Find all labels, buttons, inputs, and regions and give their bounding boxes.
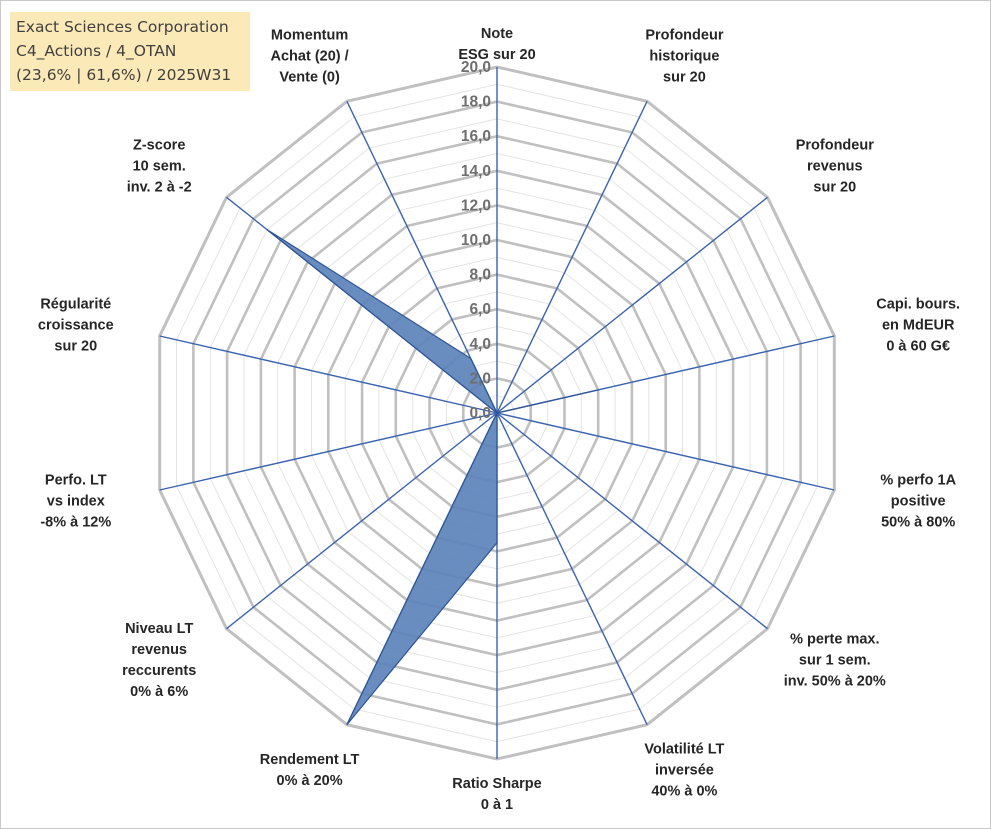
category-label-line: Rendement LT [260,752,360,768]
category-label: Momentum Achat (20) / Vente (0) [271,28,349,86]
radial-tick-label: 20,0 [461,59,491,76]
category-label-line: Achat (20) / [271,49,349,65]
series-area [266,229,599,726]
category-label-line: Note [481,26,513,42]
category-label: Ratio Sharpe 0 à 1 [452,776,541,813]
axis-spoke [496,412,768,630]
category-labels: Note ESG sur 20 Profondeur historique sur 20… [38,26,960,813]
axis-spoke [159,412,498,491]
category-label-line: sur 20 [663,70,706,86]
category-label: Z-score 10 sem. inv. 2 à -2 [127,138,192,196]
category-label-line: Volatilité LT [644,741,724,757]
category-label-line: Perfo. LT [45,473,107,489]
category-label-line: sur 20 [813,180,856,196]
axis-spoke [226,412,498,630]
category-label-line: Vente (0) [279,70,340,86]
radial-tick-label: 14,0 [461,163,491,180]
category-label-line: croissance [38,317,114,333]
category-label-line: Niveau LT [125,621,193,637]
axis-spoke [496,412,648,726]
category-label-line: Z-score [133,138,185,154]
category-label-line: inversée [655,762,714,778]
category-label-line: sur 20 [54,338,97,354]
axis-spoke [496,196,768,414]
category-label: Régularité croissance sur 20 [38,296,114,354]
category-label-line: 0 à 1 [481,797,513,813]
category-label: % perfo 1A positive 50% à 80% [880,473,956,531]
radial-tick-labels: 0,0 2,0 4,0 6,0 8,0 10,0 12,0 14,0 16,0 18,0 20,0 [461,59,491,422]
category-label-line: -8% à 12% [40,515,111,531]
category-label: Rendement LT 0% à 20% [260,752,360,789]
category-label-line: 0 à 60 G€ [886,338,950,354]
radial-tick-label: 2,0 [469,370,491,387]
category-label-line: reccurents [122,663,196,679]
category-label-line: inv. 2 à -2 [127,180,192,196]
category-label: % perte max. sur 1 sem. inv. 50% à 20% [784,631,886,689]
category-label-line: ESG sur 20 [458,47,535,63]
category-label: Niveau LT revenus reccurents 0% à 6% [122,621,196,700]
category-label-line: Ratio Sharpe [452,776,541,792]
category-label-line: revenus [131,642,187,658]
category-label-line: % perte max. [790,631,879,647]
category-label: Volatilité LT inversée 40% à 0% [644,741,724,799]
category-label-line: sur 1 sem. [799,652,871,668]
category-label: Perfo. LT vs index -8% à 12% [40,473,111,531]
category-label-line: Régularité [40,296,111,312]
category-label-line: historique [649,49,719,65]
axis-spoke [496,412,835,491]
chart-title-box: Exact Sciences Corporation C4_Actions / … [10,12,250,91]
radial-tick-label: 18,0 [461,94,491,111]
radar-series [266,229,599,726]
category-label-line: revenus [807,159,863,175]
radial-tick-label: 6,0 [469,301,491,318]
score-period: (23,6% | 61,6%) / 2025W31 [16,66,232,84]
category-label-line: Profondeur [645,28,723,44]
radial-tick-label: 8,0 [469,267,491,284]
category-label-line: positive [891,494,946,510]
category-label-line: Capi. bours. [876,296,960,312]
category-label: Note ESG sur 20 [458,26,535,63]
category-label-line: Momentum [271,28,348,44]
radial-tick-label: 4,0 [469,336,491,353]
axis-spoke [159,335,498,414]
category-label-line: 0% à 6% [130,684,188,700]
category-label-line: 50% à 80% [881,515,955,531]
category-label: Profondeur revenus sur 20 [796,138,874,196]
radial-tick-label: 16,0 [461,128,491,145]
radial-tick-label: 0,0 [469,405,491,422]
axis-spoke [496,100,648,414]
category-label: Capi. bours. en MdEUR 0 à 60 G€ [876,296,960,354]
category-label-line: % perfo 1A [880,473,956,489]
category-label-line: Profondeur [796,138,874,154]
category-label-line: inv. 50% à 20% [784,673,886,689]
category-label-line: en MdEUR [882,317,955,333]
category-label-line: vs index [47,494,105,510]
portfolio-name: C4_Actions / 4_OTAN [16,42,177,60]
radial-tick-label: 12,0 [461,197,491,214]
category-label-line: 0% à 20% [277,773,343,789]
category-label-line: 10 sem. [133,159,186,175]
category-label-line: 40% à 0% [651,783,717,799]
company-name: Exact Sciences Corporation [16,18,229,36]
category-label: Profondeur historique sur 20 [645,28,723,86]
radial-tick-label: 10,0 [461,232,491,249]
